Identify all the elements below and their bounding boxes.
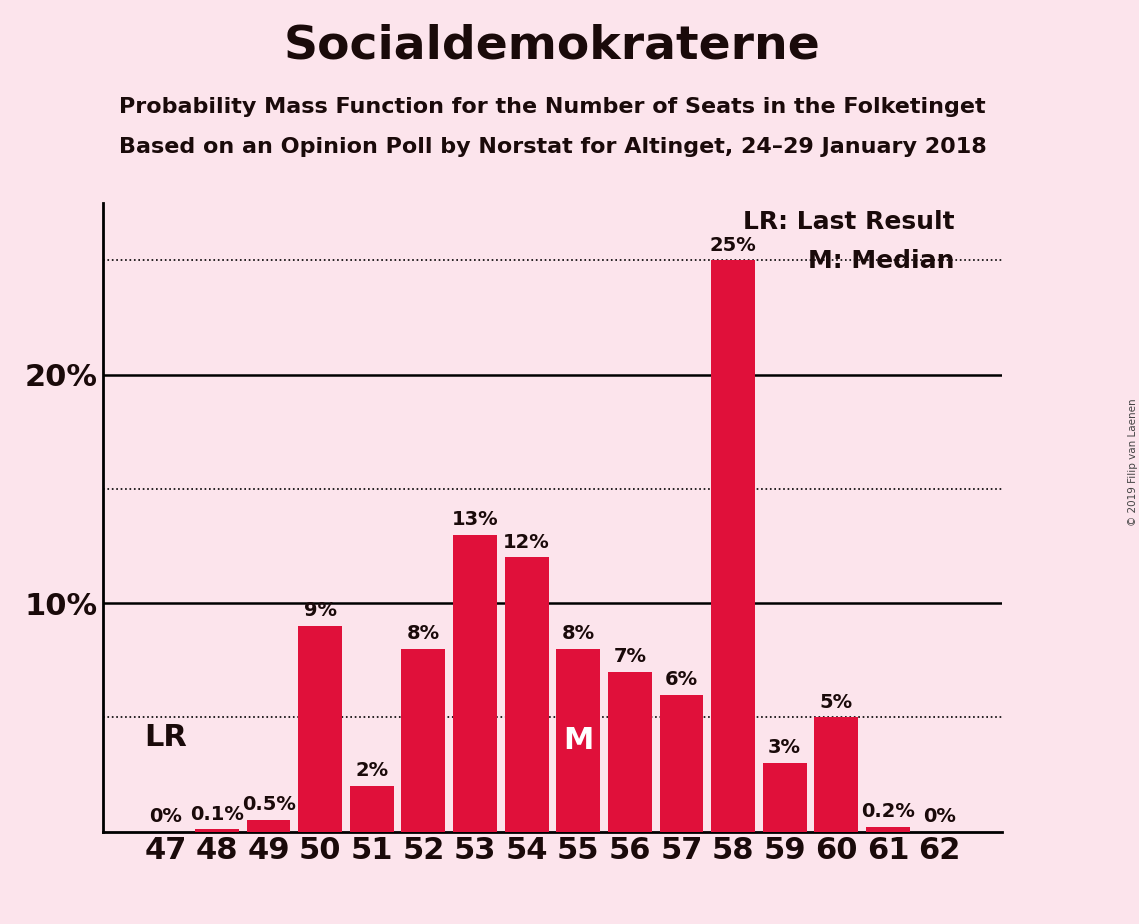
Text: 0%: 0%	[149, 807, 182, 826]
Text: 0.1%: 0.1%	[190, 805, 244, 823]
Text: 13%: 13%	[452, 510, 499, 529]
Text: M: M	[563, 725, 593, 755]
Bar	[453, 535, 497, 832]
Bar	[659, 695, 704, 832]
Text: LR: Last Result: LR: Last Result	[744, 210, 954, 234]
Bar	[711, 261, 755, 832]
Text: 12%: 12%	[503, 533, 550, 552]
Text: 6%: 6%	[665, 670, 698, 688]
Text: 25%: 25%	[710, 236, 756, 255]
Text: Probability Mass Function for the Number of Seats in the Folketinget: Probability Mass Function for the Number…	[120, 97, 985, 117]
Bar	[195, 830, 239, 832]
Text: © 2019 Filip van Laenen: © 2019 Filip van Laenen	[1128, 398, 1138, 526]
Bar	[763, 763, 806, 832]
Text: LR: LR	[144, 723, 187, 751]
Text: 8%: 8%	[407, 624, 440, 643]
Text: 0.2%: 0.2%	[861, 802, 915, 821]
Text: 3%: 3%	[768, 738, 801, 758]
Bar	[556, 649, 600, 832]
Text: 2%: 2%	[355, 761, 388, 780]
Bar	[866, 827, 910, 832]
Bar	[298, 626, 342, 832]
Bar	[247, 821, 290, 832]
Text: 0.5%: 0.5%	[241, 796, 295, 814]
Text: Socialdemokraterne: Socialdemokraterne	[284, 23, 821, 68]
Bar	[401, 649, 445, 832]
Bar	[814, 717, 858, 832]
Text: 7%: 7%	[613, 647, 646, 666]
Text: Based on an Opinion Poll by Norstat for Altinget, 24–29 January 2018: Based on an Opinion Poll by Norstat for …	[118, 137, 986, 157]
Text: 0%: 0%	[923, 807, 956, 826]
Bar	[505, 557, 549, 832]
Bar	[608, 672, 652, 832]
Text: 5%: 5%	[820, 693, 853, 711]
Text: M: Median: M: Median	[809, 249, 954, 273]
Bar	[350, 786, 394, 832]
Text: 9%: 9%	[304, 602, 337, 620]
Text: 8%: 8%	[562, 624, 595, 643]
